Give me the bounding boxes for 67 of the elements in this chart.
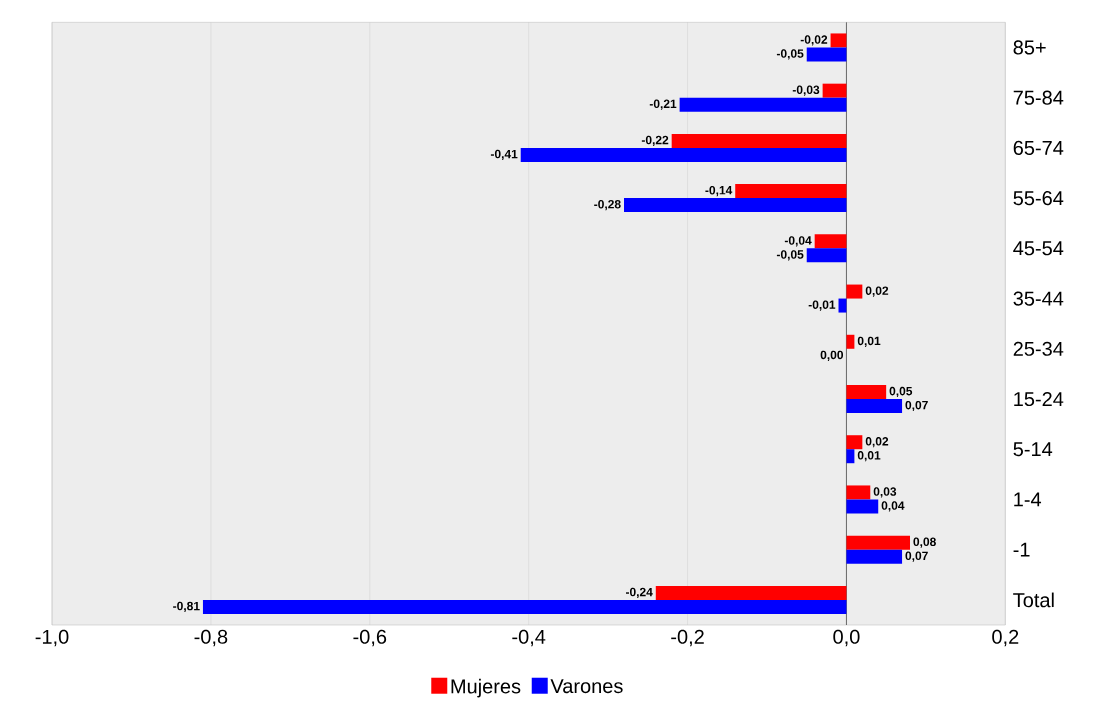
bar [806, 248, 847, 263]
bar [846, 284, 863, 299]
bar [822, 83, 847, 98]
y-tick-label: 25-34 [1013, 341, 1064, 356]
y-tick-label: 35-44 [1013, 291, 1064, 306]
data-label: -0,04 [784, 236, 812, 247]
y-tick-label: 45-54 [1013, 241, 1064, 256]
bar [520, 147, 847, 162]
data-label: 0,02 [865, 437, 889, 448]
data-label: -0,02 [800, 35, 828, 46]
x-tick-label: 0,0 [833, 629, 860, 647]
x-tick-label: -0,4 [512, 629, 546, 647]
bar [846, 399, 903, 413]
data-label: 0,04 [881, 501, 905, 512]
bar [679, 97, 847, 112]
x-tick-label: -1,0 [35, 629, 69, 647]
bar [655, 585, 847, 600]
y-tick-label: 1-4 [1014, 492, 1042, 507]
data-label: -0,22 [641, 135, 669, 147]
bar [202, 599, 847, 614]
legend-label: Mujeres [451, 678, 521, 698]
x-tick-label: -0,8 [194, 629, 228, 647]
data-label: -0,81 [173, 601, 200, 613]
bar [846, 449, 855, 464]
bar [735, 184, 847, 199]
data-label: 0,08 [913, 537, 936, 548]
y-tick-label: 55-64 [1013, 191, 1064, 206]
y-tick-label: 15-24 [1014, 391, 1064, 407]
x-tick-label: -0,2 [671, 629, 704, 647]
y-tick-label: 65-74 [1013, 140, 1064, 155]
data-label: 0,07 [905, 400, 928, 412]
data-label: 0,07 [905, 551, 928, 562]
bar [846, 334, 855, 349]
legend-label: Varones [550, 679, 623, 694]
bar [846, 549, 903, 564]
bar [846, 385, 887, 399]
x-tick-label: 0,2 [992, 629, 1019, 647]
bar [624, 198, 847, 213]
data-label: 0,00 [820, 350, 844, 361]
bar [846, 435, 863, 450]
data-label: -0,28 [594, 199, 621, 211]
y-tick-label: Total [1013, 592, 1054, 608]
bar [806, 47, 847, 62]
data-label: -0,21 [649, 99, 677, 110]
bar [846, 499, 879, 514]
data-label: 0,01 [857, 336, 881, 347]
data-label: -0,05 [776, 250, 804, 261]
data-label: 0,02 [865, 286, 889, 297]
data-label: 0,03 [873, 487, 897, 498]
data-label: -0,24 [625, 587, 653, 599]
y-tick-label: -1 [1013, 542, 1030, 557]
bar [671, 133, 847, 148]
data-label: -0,03 [792, 85, 820, 96]
x-tick-label: -0,6 [353, 629, 387, 647]
data-label: 0,01 [857, 451, 881, 462]
data-label: -0,14 [705, 185, 733, 197]
data-label: 0,05 [889, 386, 913, 398]
bar [846, 485, 871, 500]
y-tick-label: 75-84 [1013, 90, 1064, 105]
bar [846, 535, 910, 550]
data-label: -0,05 [776, 49, 804, 60]
y-tick-label: 85+ [1013, 40, 1046, 55]
data-label: -0,01 [808, 300, 836, 311]
data-label: -0,41 [490, 149, 518, 161]
bar [814, 234, 847, 249]
bar [830, 33, 847, 48]
y-tick-label: 5-14 [1013, 442, 1053, 457]
